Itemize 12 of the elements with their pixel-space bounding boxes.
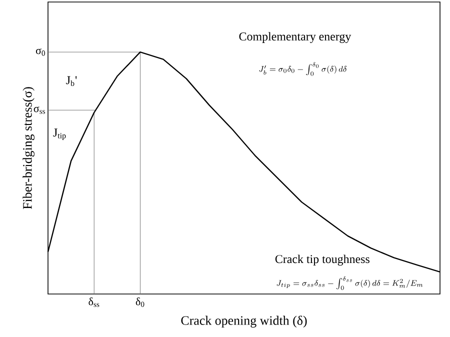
annotation: Crack tip toughness xyxy=(275,254,370,266)
annotation: $J_{tip} = \sigma_{ss}\delta_{ss} - \int_0^{\delta_{ss}}\sigma(\delta)\,d\delta = K_{m}^{2}/E_{m}$ xyxy=(276,276,423,290)
text: Complementary energy xyxy=(239,32,352,43)
x-tick-label: δ$_{ss}$ xyxy=(88,298,100,307)
annotation: J$_{b}$' xyxy=(66,76,77,86)
y-axis-title: Fiber-bridging stress(σ) xyxy=(22,87,34,210)
ref-line-label: σ$_{0}$ xyxy=(36,48,46,56)
annotation: J$_{tip}$ xyxy=(53,128,66,140)
ref-line-label: σ$_{ss}$ xyxy=(34,106,46,114)
x-axis-title: Crack opening width (δ) xyxy=(181,316,307,328)
x-tick-label: δ$_{0}$ xyxy=(136,298,144,307)
annotation: $J_b' = \sigma_0\delta_0 - \int_0^{\delta_0}\sigma(\delta)\,d\delta$ xyxy=(259,62,347,76)
